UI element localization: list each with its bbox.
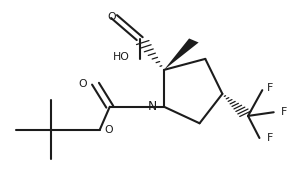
Polygon shape xyxy=(164,38,199,70)
Text: O: O xyxy=(105,125,113,135)
Text: N: N xyxy=(147,100,157,113)
Text: F: F xyxy=(267,133,273,143)
Text: F: F xyxy=(281,107,287,117)
Text: F: F xyxy=(267,83,273,93)
Text: HO: HO xyxy=(113,52,130,62)
Text: O: O xyxy=(107,12,115,22)
Text: O: O xyxy=(78,79,87,89)
